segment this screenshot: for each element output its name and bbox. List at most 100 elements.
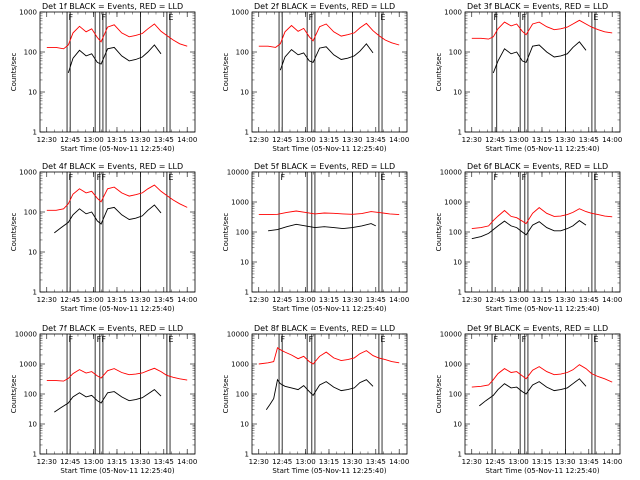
x-tick-label: 13:45 (154, 136, 174, 144)
x-tick-label: 13:30 (555, 136, 575, 144)
time-marker-label: E (380, 13, 385, 22)
lld-series-line (46, 23, 188, 50)
events-series-line (265, 378, 374, 410)
y-tick-label: 100 (236, 229, 249, 237)
x-tick-label: 13:45 (579, 458, 599, 466)
time-marker-label: F (522, 173, 527, 182)
time-marker-label: E (168, 173, 173, 182)
x-tick-label: 13:15 (319, 296, 339, 304)
x-tick-label: 12:30 (37, 136, 57, 144)
y-tick-label: 100 (449, 49, 462, 57)
y-tick-label: 1 (33, 289, 37, 297)
x-tick-label: 13:45 (366, 296, 386, 304)
time-marker-label: F (281, 173, 286, 182)
x-tick-label: 13:00 (508, 458, 528, 466)
y-axis-label: Counts/sec (435, 375, 443, 414)
time-marker-label: F (69, 335, 74, 344)
time-marker-label: E (168, 335, 173, 344)
y-tick-label: 100 (236, 391, 249, 399)
y-tick-label: 1000 (19, 361, 37, 369)
x-tick-label: 13:15 (532, 458, 552, 466)
x-tick-label: 12:30 (249, 296, 269, 304)
plot-frame (464, 171, 621, 293)
y-tick-label: 1 (245, 451, 249, 459)
x-tick-label: 13:30 (555, 458, 575, 466)
y-tick-label: 1000 (444, 199, 462, 207)
x-tick-label: 14:00 (602, 458, 622, 466)
time-marker-label: E (593, 13, 598, 22)
time-marker-label: F (309, 13, 314, 22)
x-tick-label: 13:15 (532, 296, 552, 304)
y-tick-label: 1 (458, 451, 462, 459)
x-tick-label: 13:45 (366, 458, 386, 466)
x-axis-label: Start Time (05-Nov-11 12:25:40) (272, 145, 386, 153)
x-tick-label: 14:00 (177, 136, 197, 144)
y-tick-label: 1 (458, 289, 462, 297)
time-marker-label: F (309, 335, 314, 344)
x-tick-label: 14:00 (389, 458, 409, 466)
x-tick-label: 12:30 (462, 136, 482, 144)
y-tick-label: 10 (28, 421, 37, 429)
lld-series-line (471, 19, 613, 40)
x-tick-label: 12:45 (60, 136, 80, 144)
x-tick-label: 12:45 (272, 458, 292, 466)
time-marker-label: E (380, 173, 385, 182)
y-tick-label: 100 (24, 209, 37, 217)
x-tick-label: 13:15 (107, 136, 127, 144)
y-axis-label: Counts/sec (10, 53, 18, 92)
y-tick-label: 1000 (231, 199, 249, 207)
x-tick-label: 13:15 (107, 296, 127, 304)
x-tick-label: 14:00 (602, 296, 622, 304)
x-tick-label: 14:00 (177, 296, 197, 304)
y-axis-label: Counts/sec (435, 53, 443, 92)
time-marker-label: E (593, 335, 598, 344)
x-tick-label: 13:30 (342, 458, 362, 466)
x-tick-label: 13:00 (295, 458, 315, 466)
lld-series-line (46, 367, 188, 382)
x-tick-label: 13:00 (508, 296, 528, 304)
plot-frame (39, 11, 196, 133)
x-tick-label: 13:45 (579, 296, 599, 304)
y-axis-label: Counts/sec (10, 375, 18, 414)
panel-title: Det 4f BLACK = Events, RED = LLD (42, 162, 183, 171)
time-marker-label: E (593, 173, 598, 182)
events-series-line (54, 389, 162, 413)
y-tick-label: 1 (245, 129, 249, 137)
y-tick-label: 10000 (440, 331, 462, 339)
time-marker-label: F (522, 335, 527, 344)
x-tick-label: 14:00 (389, 136, 409, 144)
x-tick-label: 13:00 (83, 458, 103, 466)
y-tick-label: 100 (24, 391, 37, 399)
x-tick-label: 14:00 (177, 458, 197, 466)
y-tick-label: 1000 (444, 9, 462, 17)
x-tick-label: 12:30 (249, 136, 269, 144)
y-tick-label: 10 (240, 259, 249, 267)
y-tick-label: 100 (236, 49, 249, 57)
y-axis-label: Counts/sec (222, 213, 230, 252)
time-marker-label: E (380, 335, 385, 344)
events-series-line (492, 41, 587, 74)
panel-title: Det 2f BLACK = Events, RED = LLD (254, 2, 395, 11)
events-series-line (479, 378, 587, 407)
time-marker-label: F (281, 335, 286, 344)
y-tick-label: 10 (240, 89, 249, 97)
panel-title: Det 7f BLACK = Events, RED = LLD (42, 324, 183, 333)
x-tick-label: 13:00 (295, 296, 315, 304)
y-tick-label: 1000 (19, 9, 37, 17)
y-tick-label: 10 (28, 89, 37, 97)
panel-title: Det 5f BLACK = Events, RED = LLD (254, 162, 395, 171)
x-tick-label: 12:45 (485, 458, 505, 466)
time-marker-label: F (494, 335, 499, 344)
y-axis-label: Counts/sec (435, 213, 443, 252)
y-axis-label: Counts/sec (222, 53, 230, 92)
time-marker-label: F (101, 173, 106, 182)
y-tick-label: 1000 (444, 361, 462, 369)
time-marker-label: F (69, 13, 74, 22)
x-tick-label: 13:00 (508, 136, 528, 144)
y-tick-label: 100 (24, 49, 37, 57)
events-series-line (268, 223, 376, 232)
time-marker-label: F (101, 13, 106, 22)
x-tick-label: 12:45 (272, 136, 292, 144)
plot-frame (251, 11, 408, 133)
events-series-line (279, 43, 374, 71)
